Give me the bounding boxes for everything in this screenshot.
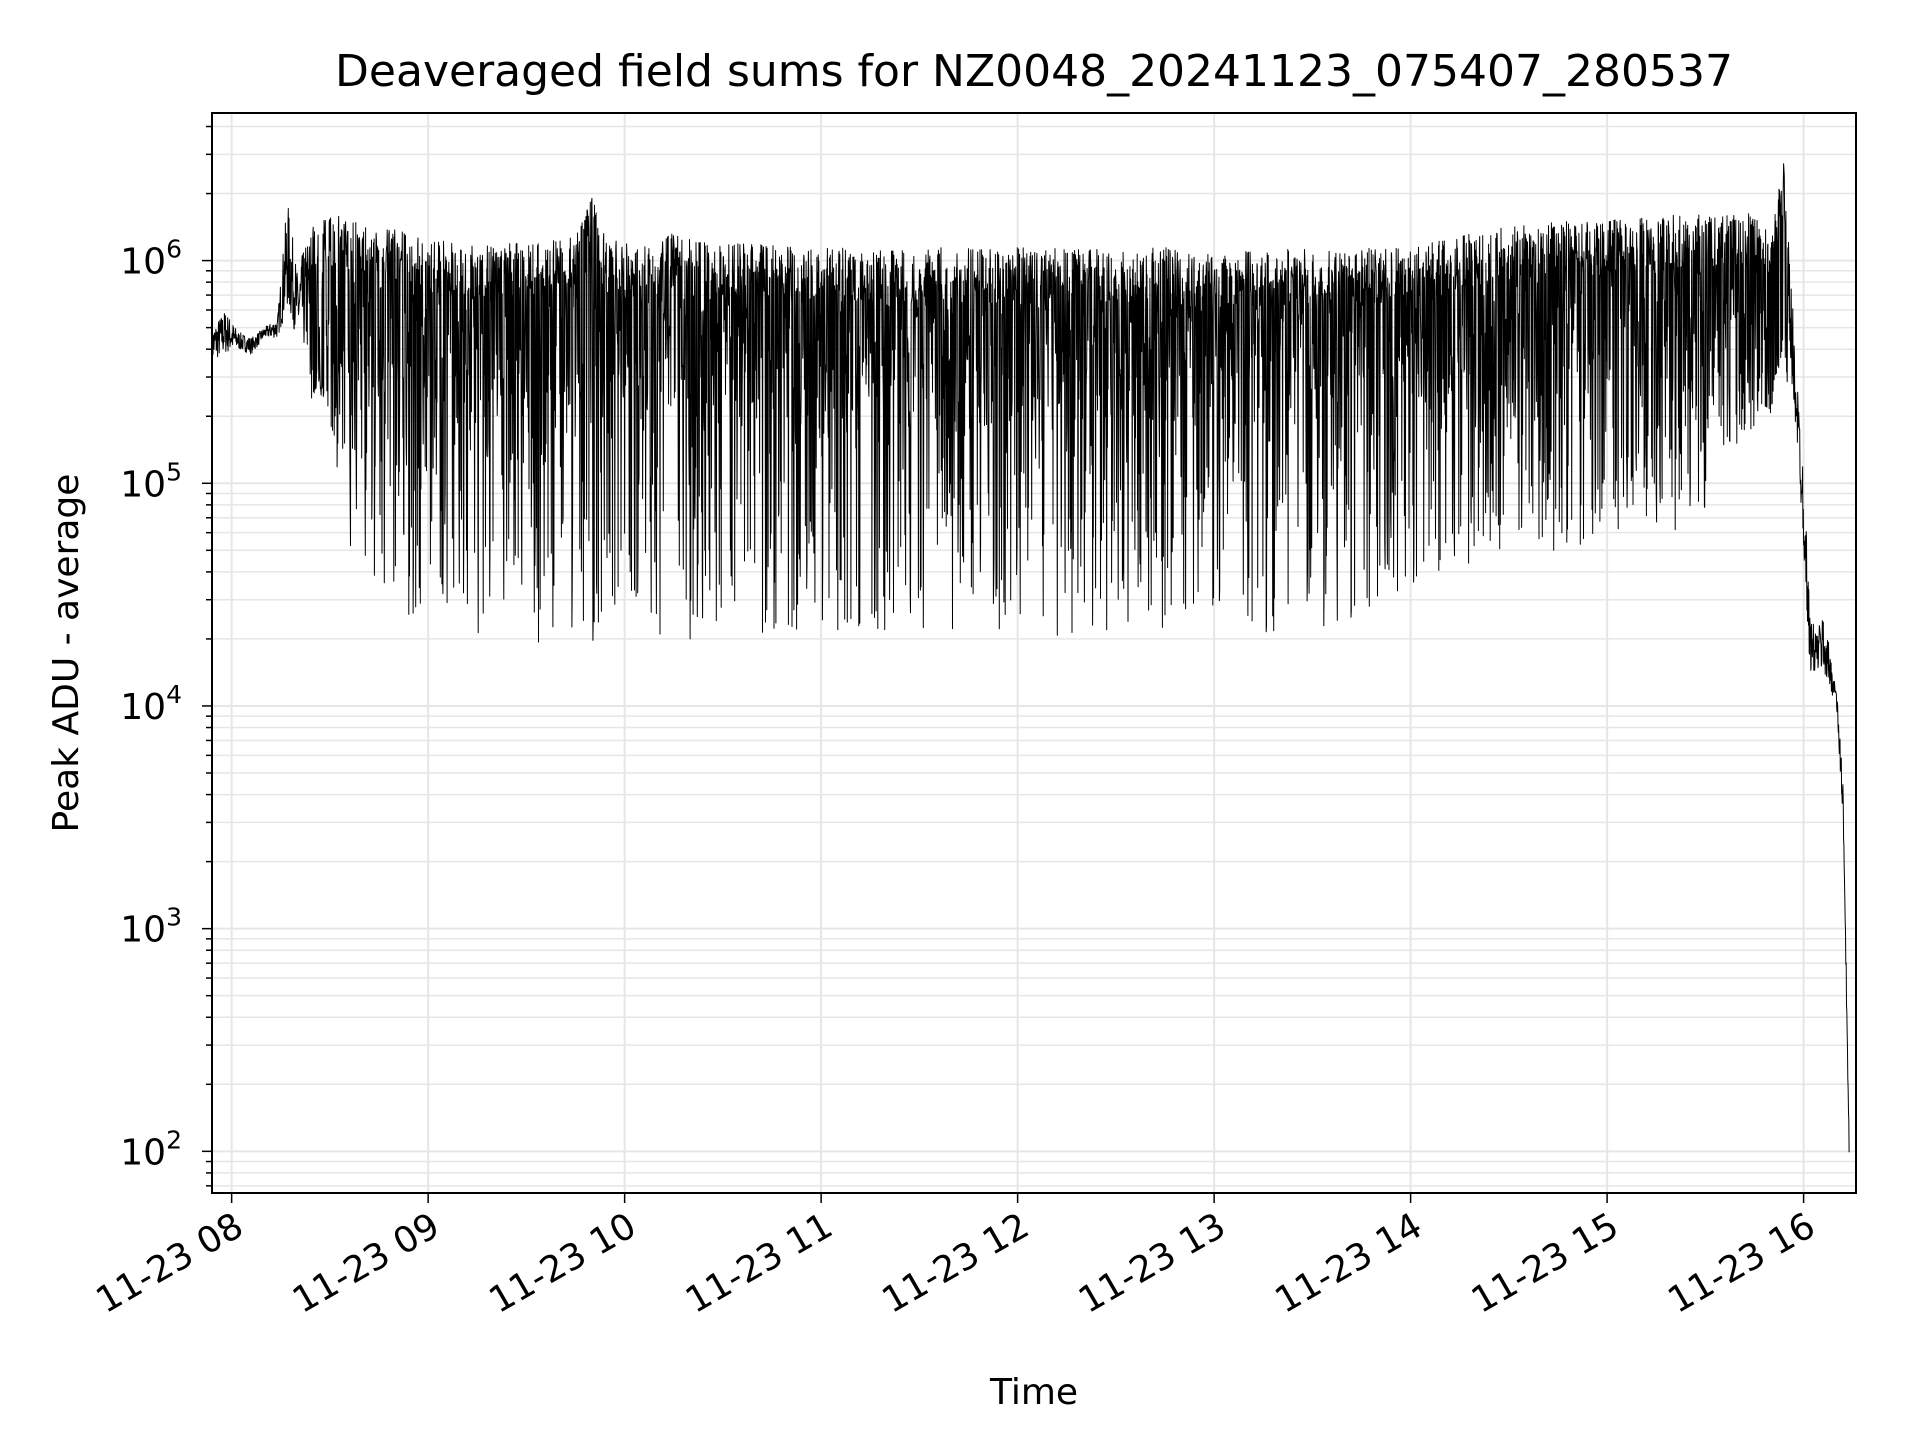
y-axis-label: Peak ADU - average bbox=[46, 474, 87, 833]
y-tick-label: 106 bbox=[120, 235, 182, 283]
y-tick-base: 10 bbox=[120, 464, 166, 505]
y-tick-exponent: 5 bbox=[166, 457, 182, 486]
y-tick-base: 10 bbox=[120, 1132, 166, 1173]
y-tick-base: 10 bbox=[120, 687, 166, 728]
y-tick-label: 102 bbox=[120, 1125, 182, 1173]
series-trace bbox=[211, 163, 1850, 1153]
grid bbox=[212, 113, 1856, 1193]
y-tick-label: 105 bbox=[120, 457, 182, 505]
plot-frame bbox=[211, 112, 1857, 1194]
y-tick-label: 104 bbox=[120, 680, 182, 728]
y-tick-exponent: 6 bbox=[166, 235, 182, 264]
y-tick-label: 103 bbox=[120, 903, 182, 951]
x-axis-label: Time bbox=[989, 1372, 1078, 1413]
y-tick-exponent: 4 bbox=[166, 680, 182, 709]
y-tick-base: 10 bbox=[120, 910, 166, 951]
y-tick-base: 10 bbox=[120, 242, 166, 283]
y-tick-exponent: 3 bbox=[166, 903, 182, 932]
chart-title: Deaveraged field sums for NZ0048_2024112… bbox=[335, 46, 1733, 97]
y-tick-exponent: 2 bbox=[166, 1125, 182, 1154]
data-series-line bbox=[211, 163, 1850, 1153]
